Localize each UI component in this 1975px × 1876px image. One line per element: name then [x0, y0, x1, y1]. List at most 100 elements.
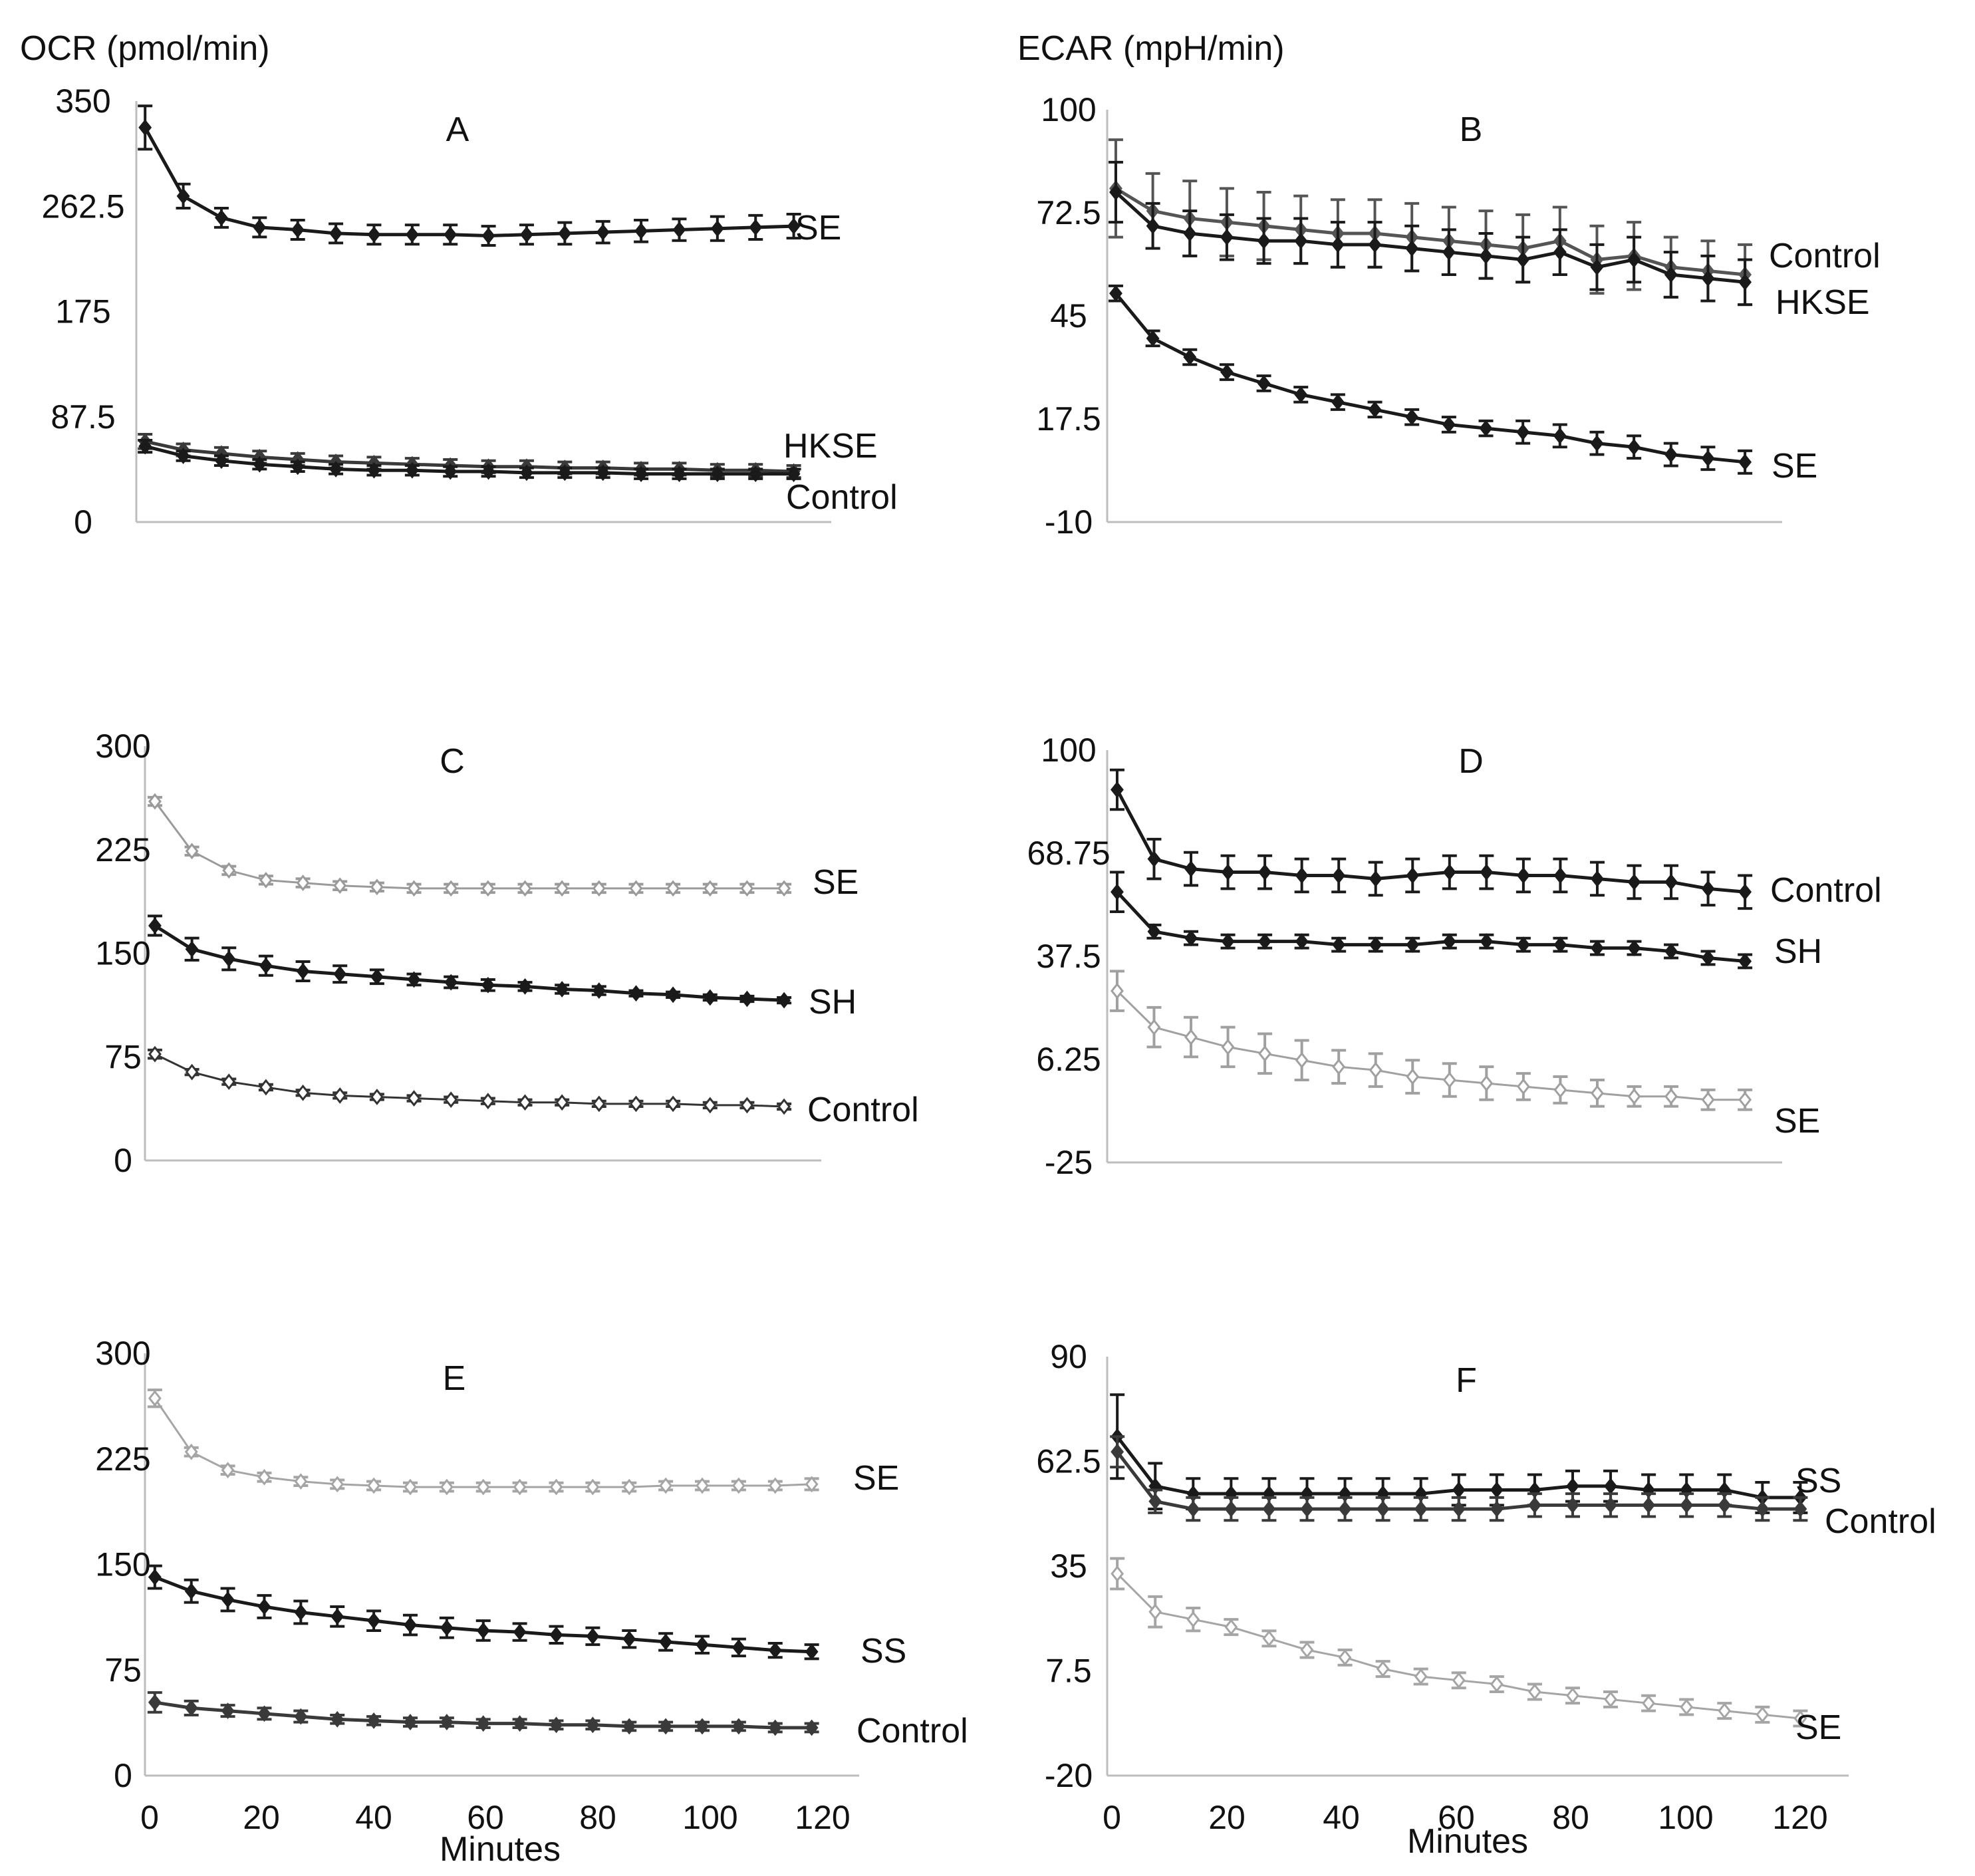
- ocr-y-title: OCR (pmol/min): [20, 29, 270, 68]
- y-tick-label: 87.5: [51, 398, 115, 436]
- data-point: [634, 466, 648, 483]
- data-point: [1221, 1038, 1235, 1055]
- data-point: [740, 990, 754, 1007]
- data-point: [1111, 982, 1124, 1000]
- data-point: [1258, 933, 1272, 950]
- data-point: [1738, 454, 1752, 471]
- data-point: [1738, 883, 1752, 900]
- data-point: [148, 1045, 162, 1063]
- data-point: [296, 1084, 310, 1101]
- data-point: [215, 209, 228, 226]
- series-label-se: SE: [853, 1459, 899, 1498]
- y-tick-label: 262.5: [41, 188, 124, 225]
- series-sh: SH: [1109, 871, 1822, 971]
- panel-letter: E: [443, 1359, 466, 1398]
- data-point: [634, 222, 648, 239]
- series-label-control: Control: [807, 1091, 919, 1129]
- data-point: [520, 226, 533, 243]
- data-point: [1664, 943, 1678, 960]
- data-point: [518, 1094, 532, 1111]
- data-point: [444, 463, 458, 480]
- data-point: [404, 1714, 417, 1730]
- data-point: [1527, 1683, 1541, 1700]
- data-point: [703, 989, 717, 1006]
- data-point: [1332, 1058, 1346, 1075]
- y-tick-label: 90: [1050, 1338, 1087, 1375]
- data-point: [549, 1626, 563, 1643]
- y-tick-label: 300: [95, 728, 150, 765]
- data-point: [222, 950, 236, 968]
- data-point: [333, 966, 347, 983]
- data-point: [1452, 1500, 1466, 1518]
- y-tick-label: 150: [95, 935, 150, 972]
- data-point: [1184, 1029, 1198, 1045]
- data-point: [696, 1636, 709, 1653]
- data-point: [622, 1631, 636, 1648]
- y-tick-label: 0: [114, 1142, 132, 1179]
- data-point: [481, 1093, 495, 1110]
- data-point: [444, 1091, 458, 1109]
- data-point: [731, 1477, 745, 1494]
- data-point: [1405, 240, 1419, 257]
- data-point: [1516, 251, 1530, 268]
- data-point: [1406, 1068, 1420, 1085]
- data-point: [367, 1477, 381, 1494]
- data-point: [257, 1705, 271, 1722]
- data-point: [1527, 1496, 1541, 1514]
- data-point: [1553, 1081, 1567, 1099]
- data-point: [1516, 1078, 1530, 1095]
- data-point: [148, 793, 162, 810]
- data-point: [1221, 864, 1235, 880]
- data-point: [1369, 1061, 1382, 1079]
- data-point: [1701, 880, 1715, 897]
- data-point: [666, 986, 680, 1004]
- data-point: [329, 225, 343, 242]
- series-label-control: Control: [1770, 871, 1882, 910]
- data-point: [592, 982, 606, 999]
- data-point: [481, 976, 495, 994]
- data-point: [1604, 1496, 1617, 1514]
- y-tick-label: 150: [95, 1546, 150, 1583]
- x-tick-label: 80: [579, 1799, 616, 1836]
- series-line: [154, 1397, 812, 1488]
- series-line: [1117, 1573, 1801, 1720]
- data-point: [1224, 1619, 1238, 1636]
- data-point: [703, 880, 717, 897]
- data-point: [1701, 950, 1715, 966]
- x-tick-label: 20: [1208, 1799, 1246, 1836]
- data-point: [1756, 1500, 1770, 1518]
- x-tick-label: 20: [243, 1799, 280, 1836]
- series-line: [144, 126, 794, 238]
- series-se: SE: [147, 1389, 899, 1498]
- data-point: [1442, 933, 1456, 950]
- data-point: [777, 992, 791, 1009]
- series-line: [154, 801, 785, 890]
- x-tick-label: 40: [1323, 1799, 1360, 1836]
- data-point: [787, 466, 801, 483]
- data-point: [476, 1622, 490, 1639]
- data-point: [622, 1718, 636, 1735]
- series-line: [1115, 292, 1746, 464]
- data-point: [1184, 861, 1198, 877]
- data-point: [370, 878, 384, 896]
- data-point: [1338, 1649, 1352, 1666]
- data-point: [1221, 933, 1235, 950]
- data-point: [1294, 386, 1308, 403]
- x-title-left: Minutes: [440, 1830, 561, 1869]
- data-point: [291, 221, 305, 238]
- data-point: [586, 1628, 600, 1645]
- panel-a: 0 87.5 175 262.5 350 A SE HKSE Control: [41, 82, 897, 541]
- data-point: [253, 219, 267, 236]
- data-point: [405, 226, 419, 243]
- series-control: Control: [1108, 138, 1881, 307]
- data-point: [749, 219, 763, 236]
- y-tick-label: 37.5: [1036, 938, 1101, 975]
- series-label-hkse: HKSE: [783, 427, 878, 466]
- data-point: [405, 462, 419, 479]
- data-point: [259, 957, 273, 974]
- data-point: [1718, 1496, 1732, 1514]
- series-label-se: SE: [795, 209, 841, 247]
- data-point: [1490, 1676, 1504, 1692]
- x-tick-label: 120: [795, 1799, 850, 1836]
